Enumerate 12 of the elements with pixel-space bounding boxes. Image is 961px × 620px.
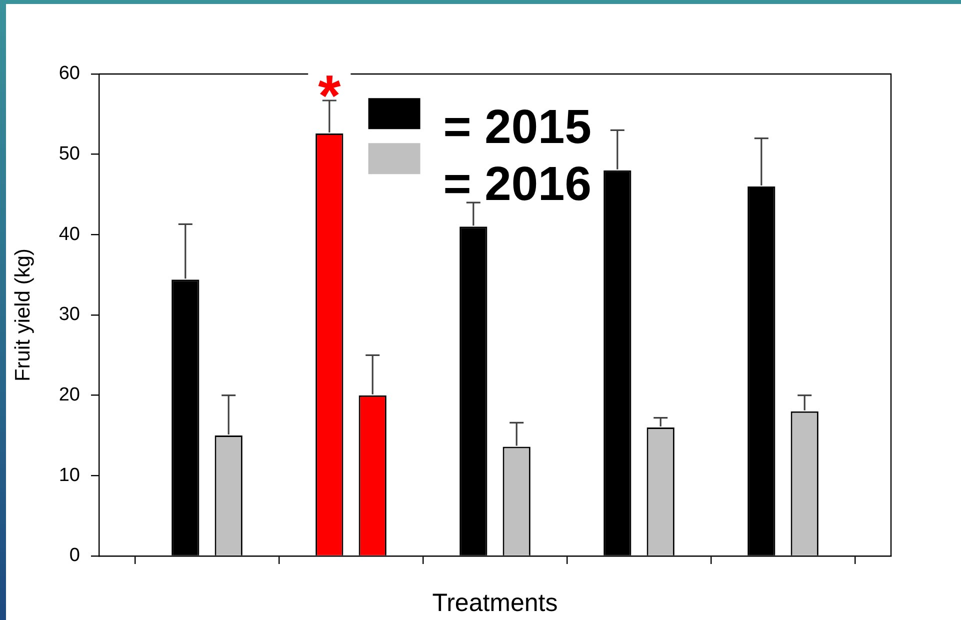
y-tick-label: 50 [58,144,80,165]
y-tick-label: 60 [58,63,80,84]
y-tick-label: 10 [58,464,80,486]
y-tick-label: 0 [69,545,80,566]
y-tick-label: 40 [58,224,80,245]
x-axis-title: Treatments [432,588,558,617]
y-tick-label: 30 [58,304,80,326]
y-tick-label: 20 [58,384,80,406]
data-label: * [318,64,342,129]
legend-label: = 2016 [443,158,592,212]
legend-label: = 2015 [443,101,592,154]
y-axis-title: Fruit yield (kg) [11,248,34,382]
